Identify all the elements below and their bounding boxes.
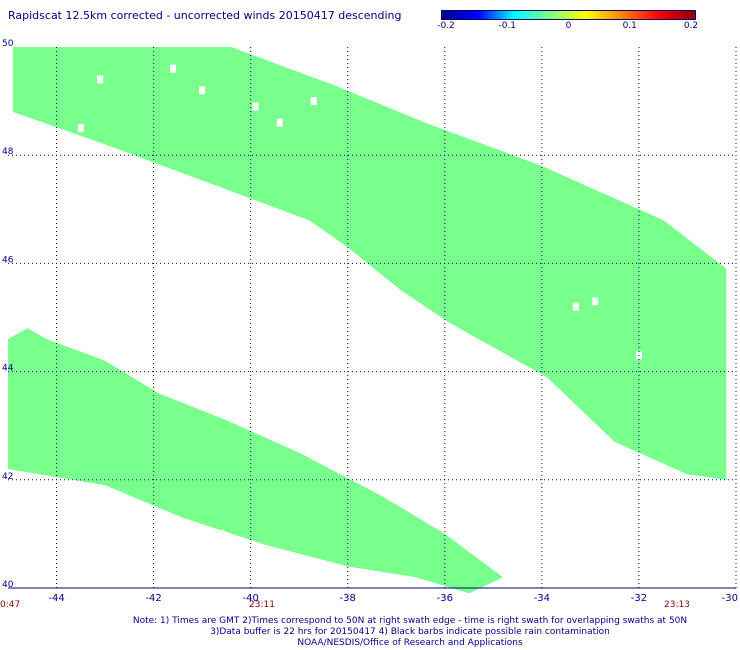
data-gap — [218, 529, 225, 538]
x-tick-label: -32 — [631, 593, 647, 604]
y-tick-label: 50 — [2, 39, 14, 49]
y-tick-label: 48 — [2, 147, 14, 157]
y-tick-label: 42 — [2, 472, 13, 482]
time-label-right: 23:13 — [664, 600, 690, 610]
data-gap — [252, 102, 259, 111]
data-gap — [592, 297, 599, 306]
time-label-mid: 23:11 — [249, 600, 275, 610]
note-line-3: NOAA/NESDIS/Office of Research and Appli… — [297, 638, 523, 648]
colorbar-tick-label: 0.1 — [622, 21, 637, 31]
swath-area — [8, 328, 503, 594]
time-label-left: 0:47 — [0, 600, 21, 610]
chart-title: Rapidscat 12.5km corrected - uncorrected… — [8, 9, 402, 22]
y-tick-label: 44 — [2, 364, 14, 374]
data-gap — [310, 97, 317, 106]
data-gap — [276, 118, 283, 127]
colorbar — [441, 10, 696, 20]
data-gap — [77, 124, 84, 133]
x-tick-label: -40 — [242, 593, 258, 604]
y-tick-label: 40 — [2, 580, 14, 590]
swath-area — [12, 47, 727, 480]
colorbar-tick-label: -0.2 — [437, 21, 455, 31]
data-gap — [170, 64, 177, 73]
x-tick-label: -36 — [437, 593, 453, 604]
data-gap — [97, 75, 104, 84]
colorbar-tick-label: -0.1 — [498, 21, 517, 31]
x-tick-label: -34 — [534, 593, 550, 604]
colorbar-tick-label: 0.2 — [683, 21, 699, 31]
colorbar-tick-label: 0 — [565, 21, 572, 31]
x-tick-label: -38 — [340, 593, 356, 604]
data-gap — [572, 302, 579, 311]
x-tick-label: -42 — [145, 593, 161, 604]
x-tick-label: -44 — [48, 593, 64, 604]
data-gap — [199, 86, 206, 95]
note-line-2: 3)Data buffer is 22 hrs for 20150417 4) … — [210, 627, 610, 637]
y-tick-label: 46 — [2, 255, 14, 265]
note-line-1: Note: 1) Times are GMT 2)Times correspon… — [132, 616, 688, 626]
x-tick-label: -30 — [722, 593, 738, 604]
